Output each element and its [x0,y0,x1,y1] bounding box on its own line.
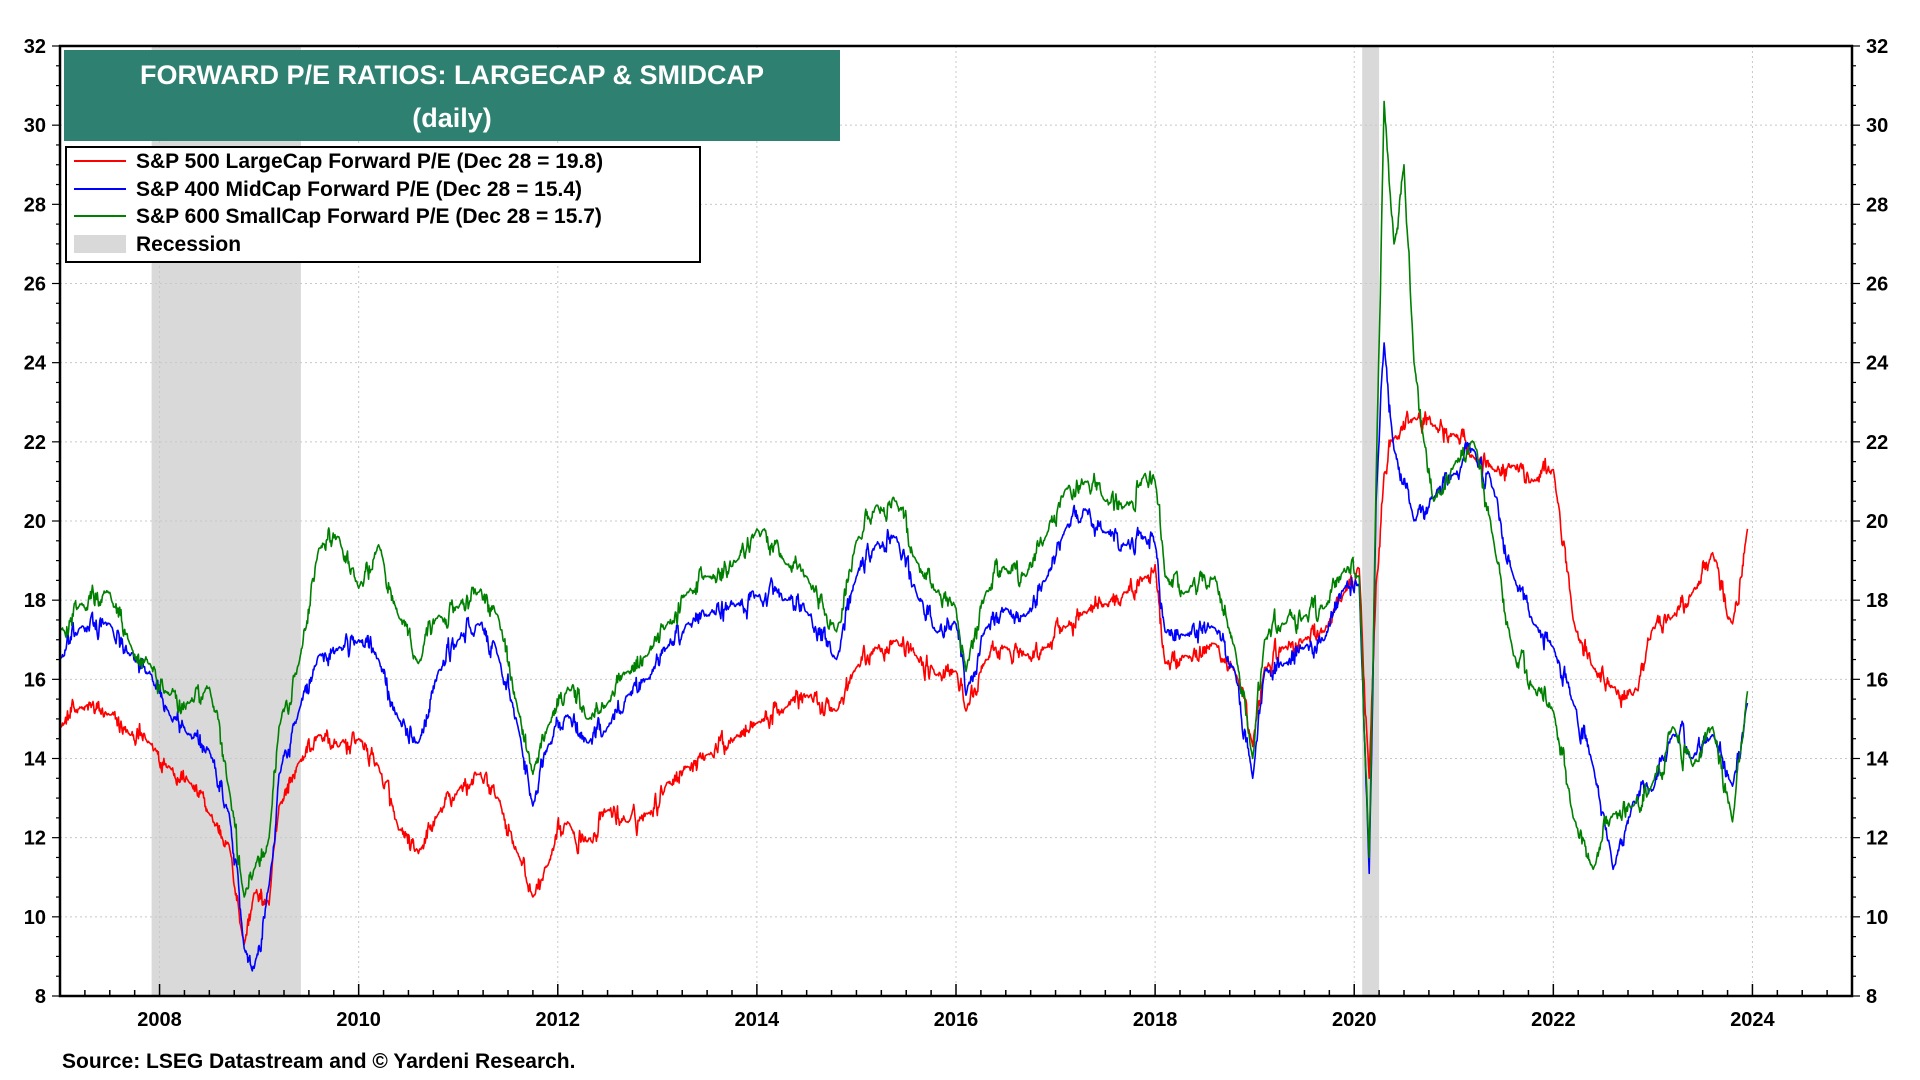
y-tick-label-right-12: 12 [1866,828,1888,850]
series-line-sp400 [59,342,1749,972]
y-tick-label-right-20: 20 [1866,511,1888,533]
title-box: FORWARD P/E RATIOS: LARGECAP & SMIDCAP (… [64,50,840,141]
gridlines [60,46,1852,996]
x-tick-label-2022: 2022 [1531,1009,1576,1031]
y-tick-label-left-18: 18 [24,590,46,612]
title-background [64,50,840,141]
y-tick-label-left-24: 24 [24,353,47,375]
chart-title: FORWARD P/E RATIOS: LARGECAP & SMIDCAP [140,60,764,90]
y-tick-label-right-14: 14 [1866,749,1889,771]
y-tick-label-right-16: 16 [1866,669,1888,691]
y-tick-label-left-20: 20 [24,511,46,533]
y-tick-label-right-18: 18 [1866,590,1888,612]
series-line-sp600 [59,100,1749,898]
x-tick-label-2008: 2008 [137,1009,182,1031]
y-tick-label-right-30: 30 [1866,115,1888,137]
x-tick-label-2010: 2010 [336,1009,381,1031]
y-tick-label-left-26: 26 [24,274,46,296]
y-tick-label-left-12: 12 [24,828,46,850]
y-tick-label-right-28: 28 [1866,194,1888,216]
legend: S&P 500 LargeCap Forward P/E (Dec 28 = 1… [65,146,701,263]
y-tick-label-left-16: 16 [24,669,46,691]
y-tick-label-left-10: 10 [24,907,46,929]
x-tick-label-2024: 2024 [1730,1009,1775,1031]
source-note: Source: LSEG Datastream and © Yardeni Re… [62,1050,575,1073]
y-tick-label-right-22: 22 [1866,432,1888,454]
legend-label-recession: Recession [136,233,241,256]
y-tick-label-right-8: 8 [1866,986,1877,1008]
y-tick-label-right-10: 10 [1866,907,1888,929]
y-tick-label-left-22: 22 [24,432,46,454]
y-tick-label-right-24: 24 [1866,353,1889,375]
legend-label-sp600: S&P 600 SmallCap Forward P/E (Dec 28 = 1… [136,205,602,228]
y-tick-label-left-28: 28 [24,194,46,216]
y-tick-label-right-32: 32 [1866,36,1888,58]
y-tick-label-left-14: 14 [24,749,47,771]
legend-box [65,146,701,263]
y-tick-label-left-32: 32 [24,36,46,58]
y-tick-label-right-26: 26 [1866,274,1888,296]
y-tick-label-left-8: 8 [35,986,46,1008]
x-tick-label-2012: 2012 [536,1009,581,1031]
legend-label-sp500: S&P 500 LargeCap Forward P/E (Dec 28 = 1… [136,150,603,173]
legend-swatch-recession [74,235,126,253]
x-tick-label-2016: 2016 [934,1009,979,1031]
series-lines [59,100,1749,972]
x-tick-label-2018: 2018 [1133,1009,1178,1031]
x-tick-label-2020: 2020 [1332,1009,1377,1031]
x-tick-label-2014: 2014 [735,1009,780,1031]
y-tick-label-left-30: 30 [24,115,46,137]
legend-label-sp400: S&P 400 MidCap Forward P/E (Dec 28 = 15.… [136,178,582,201]
axis-ticks [52,45,1860,997]
chart-subtitle: (daily) [412,103,492,133]
